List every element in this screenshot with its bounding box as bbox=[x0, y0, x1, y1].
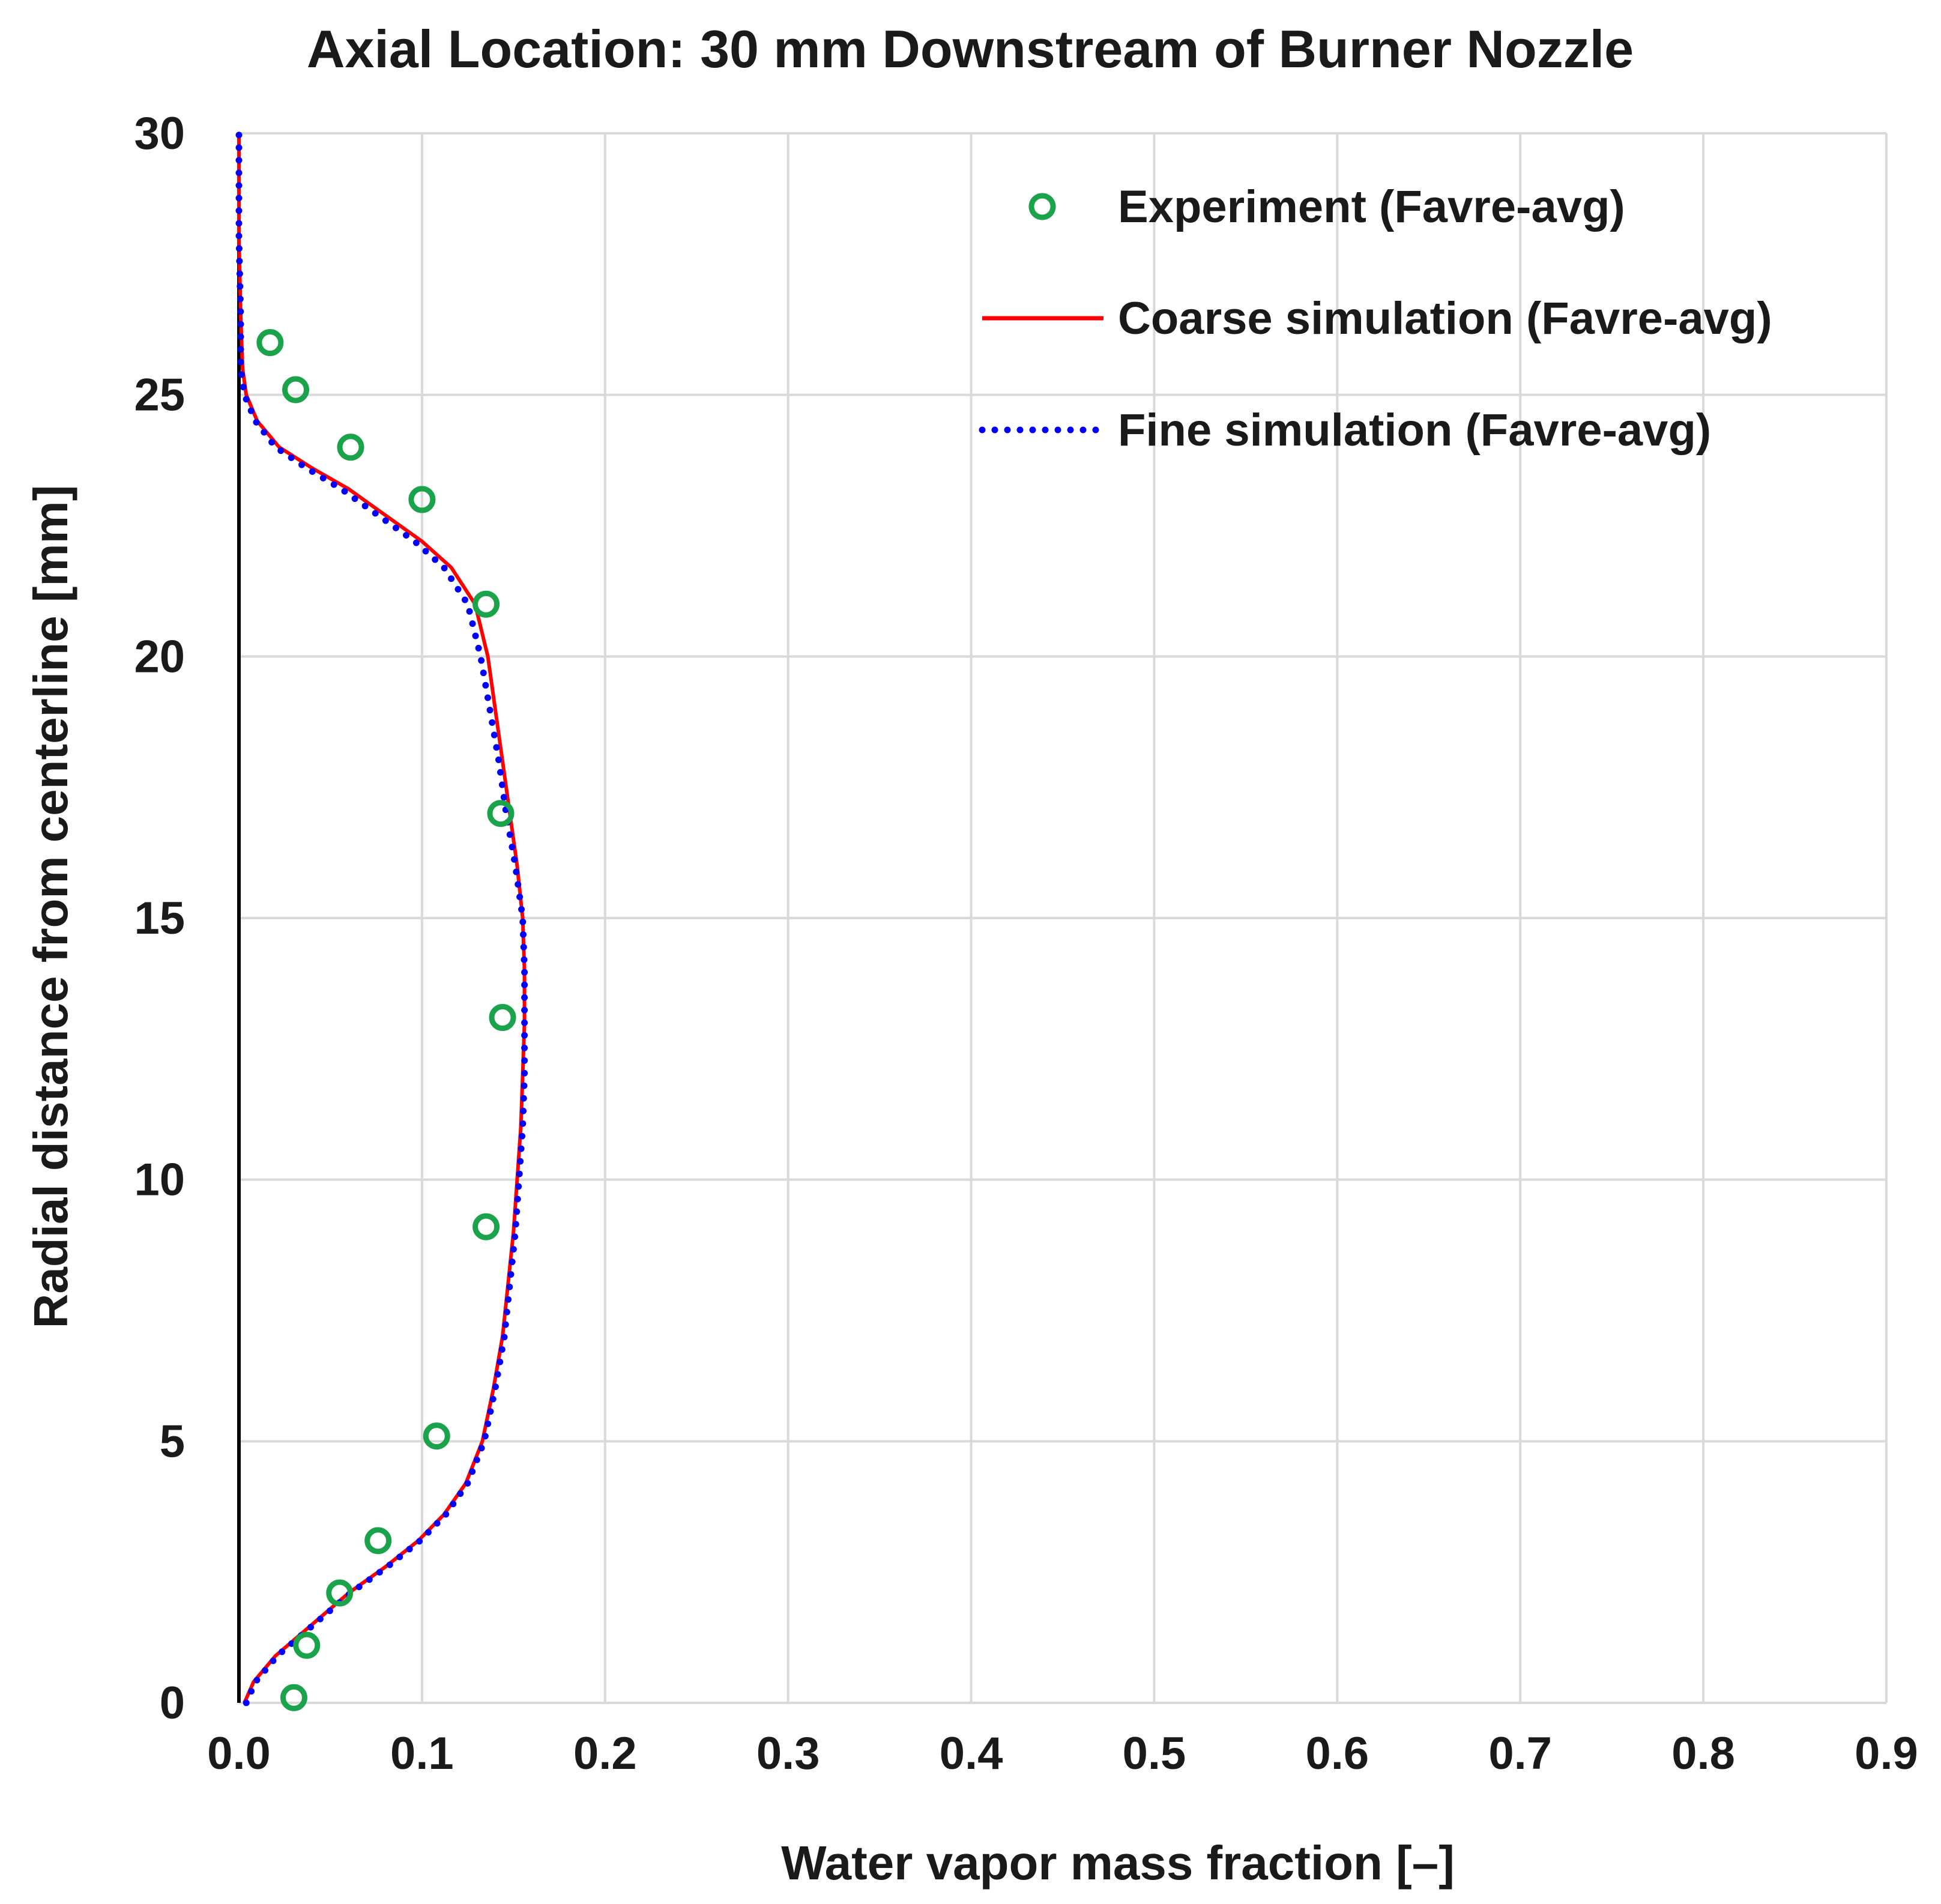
y-tick-label: 0 bbox=[160, 1678, 185, 1729]
series bbox=[235, 130, 528, 1711]
x-tick-label: 0.3 bbox=[756, 1728, 820, 1779]
x-tick-label: 0.6 bbox=[1306, 1728, 1369, 1779]
x-tick-label: 0.1 bbox=[390, 1728, 454, 1779]
y-tick-label: 10 bbox=[134, 1155, 185, 1206]
y-tick-label: 5 bbox=[160, 1416, 185, 1467]
legend-label-fine: Fine simulation (Favre-avg) bbox=[1118, 405, 1711, 456]
y-axis-label: Radial distance from centerline [mm] bbox=[24, 485, 77, 1329]
x-tick-label: 0.8 bbox=[1671, 1728, 1735, 1779]
experiment-point bbox=[408, 486, 436, 513]
chart-title: Axial Location: 30 mm Downstream of Burn… bbox=[307, 19, 1634, 79]
experiment-point bbox=[293, 1631, 321, 1659]
x-tick-label: 0.2 bbox=[573, 1728, 637, 1779]
y-tick-label: 20 bbox=[134, 631, 185, 682]
legend-label-experiment: Experiment (Favre-avg) bbox=[1118, 181, 1625, 232]
x-tick-label: 0.5 bbox=[1123, 1728, 1186, 1779]
experiment-point bbox=[280, 1684, 307, 1711]
experiment-point bbox=[256, 329, 284, 357]
experiment-point bbox=[472, 1213, 500, 1241]
x-tick-label: 0.4 bbox=[940, 1728, 1003, 1779]
legend: Experiment (Favre-avg) Coarse simulation… bbox=[979, 181, 1772, 456]
experiment-point bbox=[472, 590, 500, 618]
grid bbox=[239, 132, 1888, 1704]
x-axis-label: Water vapor mass fraction [–] bbox=[781, 1836, 1455, 1890]
y-tick-label: 30 bbox=[134, 108, 185, 159]
y-tick-label: 15 bbox=[134, 893, 185, 944]
experiment-point bbox=[282, 376, 310, 403]
series-line-2 bbox=[235, 130, 528, 1706]
experiment-point bbox=[489, 1004, 516, 1032]
experiment-point bbox=[364, 1527, 392, 1555]
x-tick-label: 0.0 bbox=[207, 1728, 271, 1779]
legend-label-coarse: Coarse simulation (Favre-avg) bbox=[1118, 293, 1772, 344]
experiment-point bbox=[487, 800, 515, 827]
y-tick-labels: 0 5 10 15 20 25 30 bbox=[134, 108, 185, 1729]
y-tick-label: 25 bbox=[134, 370, 185, 421]
experiment-point bbox=[337, 434, 364, 461]
x-tick-label: 0.9 bbox=[1855, 1728, 1918, 1779]
experiment-point bbox=[326, 1579, 354, 1607]
x-tick-labels: 0.0 0.1 0.2 0.3 0.4 0.5 0.6 0.7 0.8 0.9 bbox=[207, 1728, 1918, 1779]
legend-marker-experiment bbox=[1028, 193, 1056, 220]
x-tick-label: 0.7 bbox=[1488, 1728, 1552, 1779]
experiment-point bbox=[423, 1422, 450, 1450]
